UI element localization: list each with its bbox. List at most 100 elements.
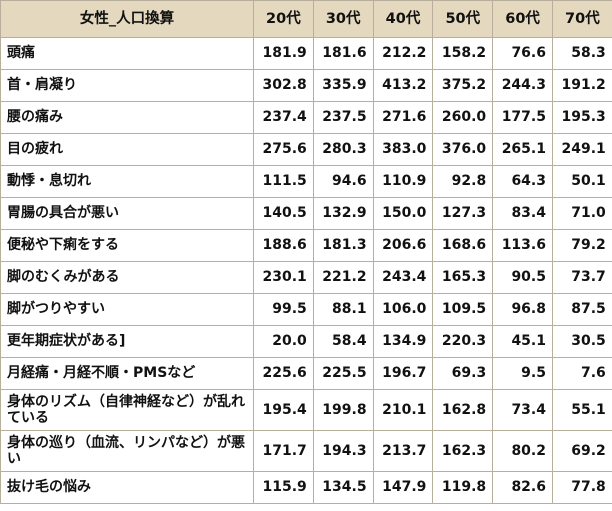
value-cell: 249.1 (551, 133, 612, 166)
value-cell: 69.2 (551, 430, 612, 472)
value-cell: 30.5 (551, 325, 612, 358)
row-label: 抜け毛の悩み (0, 471, 254, 504)
row-label: 便秘や下痢をする (0, 229, 254, 262)
value-cell: 181.9 (253, 37, 314, 70)
value-cell: 212.2 (372, 37, 434, 70)
value-cell: 76.6 (492, 37, 553, 70)
value-cell: 119.8 (432, 471, 494, 504)
value-cell: 115.9 (253, 471, 314, 504)
value-cell: 191.2 (551, 69, 612, 102)
value-cell: 127.3 (432, 197, 494, 230)
value-cell: 165.3 (432, 261, 494, 294)
value-cell: 210.1 (372, 389, 434, 431)
value-cell: 225.5 (312, 357, 374, 390)
value-cell: 243.4 (372, 261, 434, 294)
value-cell: 265.1 (492, 133, 553, 166)
value-cell: 110.9 (372, 165, 434, 198)
value-cell: 335.9 (312, 69, 374, 102)
header-cell-20s: 20代 (253, 0, 314, 38)
table-row: 月経痛・月経不順・PMSなど 225.6 225.5 196.7 69.3 9.5 7.6 (0, 357, 612, 390)
value-cell: 177.5 (492, 101, 553, 134)
value-cell: 58.3 (551, 37, 612, 70)
value-cell: 88.1 (312, 293, 374, 326)
value-cell: 195.3 (551, 101, 612, 134)
value-cell: 383.0 (372, 133, 434, 166)
value-cell: 111.5 (253, 165, 314, 198)
value-cell: 7.6 (551, 357, 612, 390)
header-cell-50s: 50代 (432, 0, 494, 38)
table-body: 頭痛 181.9 181.6 212.2 158.2 76.6 58.3 首・肩凝り 302.8… (0, 37, 612, 504)
value-cell: 188.6 (253, 229, 314, 262)
value-cell: 80.2 (492, 430, 553, 472)
table-row: 便秘や下痢をする 188.6 181.3 206.6 168.6 113.6 79.2 (0, 229, 612, 262)
value-cell: 280.3 (312, 133, 374, 166)
value-cell: 79.2 (551, 229, 612, 262)
header-cell-category: 女性_人口換算 (0, 0, 254, 38)
table-row: 身体のリズム（自律神経など）が乱れている 195.4 199.8 210.1 162.8… (0, 389, 612, 431)
value-cell: 230.1 (253, 261, 314, 294)
value-cell: 113.6 (492, 229, 553, 262)
value-cell: 99.5 (253, 293, 314, 326)
value-cell: 225.6 (253, 357, 314, 390)
value-cell: 376.0 (432, 133, 494, 166)
value-cell: 162.8 (432, 389, 494, 431)
row-label: 身体の巡り（血流、リンパなど）が悪い (0, 430, 254, 472)
header-cell-70s: 70代 (551, 0, 612, 38)
row-label: 動悸・息切れ (0, 165, 254, 198)
value-cell: 199.8 (312, 389, 374, 431)
header-cell-30s: 30代 (312, 0, 374, 38)
row-label: 胃腸の具合が悪い (0, 197, 254, 230)
value-cell: 58.4 (312, 325, 374, 358)
value-cell: 140.5 (253, 197, 314, 230)
row-label: 脚がつりやすい (0, 293, 254, 326)
value-cell: 73.7 (551, 261, 612, 294)
value-cell: 55.1 (551, 389, 612, 431)
value-cell: 64.3 (492, 165, 553, 198)
value-cell: 50.1 (551, 165, 612, 198)
value-cell: 83.4 (492, 197, 553, 230)
row-label: 首・肩凝り (0, 69, 254, 102)
table-row: 目の疲れ 275.6 280.3 383.0 376.0 265.1 249.1 (0, 133, 612, 166)
value-cell: 260.0 (432, 101, 494, 134)
row-label: 更年期症状がある] (0, 325, 254, 358)
value-cell: 94.6 (312, 165, 374, 198)
value-cell: 206.6 (372, 229, 434, 262)
value-cell: 77.8 (551, 471, 612, 504)
value-cell: 237.5 (312, 101, 374, 134)
value-cell: 134.9 (372, 325, 434, 358)
table-row: 動悸・息切れ 111.5 94.6 110.9 92.8 64.3 50.1 (0, 165, 612, 198)
value-cell: 181.3 (312, 229, 374, 262)
value-cell: 220.3 (432, 325, 494, 358)
row-label: 月経痛・月経不順・PMSなど (0, 357, 254, 390)
row-label: 脚のむくみがある (0, 261, 254, 294)
value-cell: 69.3 (432, 357, 494, 390)
table-row: 脚がつりやすい 99.5 88.1 106.0 109.5 96.8 87.5 (0, 293, 612, 326)
table-row: 腰の痛み 237.4 237.5 271.6 260.0 177.5 195.3 (0, 101, 612, 134)
value-cell: 375.2 (432, 69, 494, 102)
header-row: 女性_人口換算 20代 30代 40代 50代 60代 70代 (0, 0, 612, 38)
value-cell: 271.6 (372, 101, 434, 134)
table-row: 抜け毛の悩み 115.9 134.5 147.9 119.8 82.6 77.8 (0, 471, 612, 504)
value-cell: 195.4 (253, 389, 314, 431)
value-cell: 96.8 (492, 293, 553, 326)
table-row: 頭痛 181.9 181.6 212.2 158.2 76.6 58.3 (0, 37, 612, 70)
value-cell: 221.2 (312, 261, 374, 294)
value-cell: 171.7 (253, 430, 314, 472)
table-row: 胃腸の具合が悪い 140.5 132.9 150.0 127.3 83.4 71.0 (0, 197, 612, 230)
row-label: 頭痛 (0, 37, 254, 70)
value-cell: 109.5 (432, 293, 494, 326)
value-cell: 134.5 (312, 471, 374, 504)
value-cell: 194.3 (312, 430, 374, 472)
table-row: 首・肩凝り 302.8 335.9 413.2 375.2 244.3 191.2 (0, 69, 612, 102)
row-label: 腰の痛み (0, 101, 254, 134)
table-row: 身体の巡り（血流、リンパなど）が悪い 171.7 194.3 213.7 162.3 80… (0, 430, 612, 472)
value-cell: 275.6 (253, 133, 314, 166)
value-cell: 45.1 (492, 325, 553, 358)
header-cell-40s: 40代 (372, 0, 434, 38)
value-cell: 168.6 (432, 229, 494, 262)
table-row: 更年期症状がある] 20.0 58.4 134.9 220.3 45.1 30.5 (0, 325, 612, 358)
value-cell: 90.5 (492, 261, 553, 294)
row-label: 目の疲れ (0, 133, 254, 166)
value-cell: 73.4 (492, 389, 553, 431)
